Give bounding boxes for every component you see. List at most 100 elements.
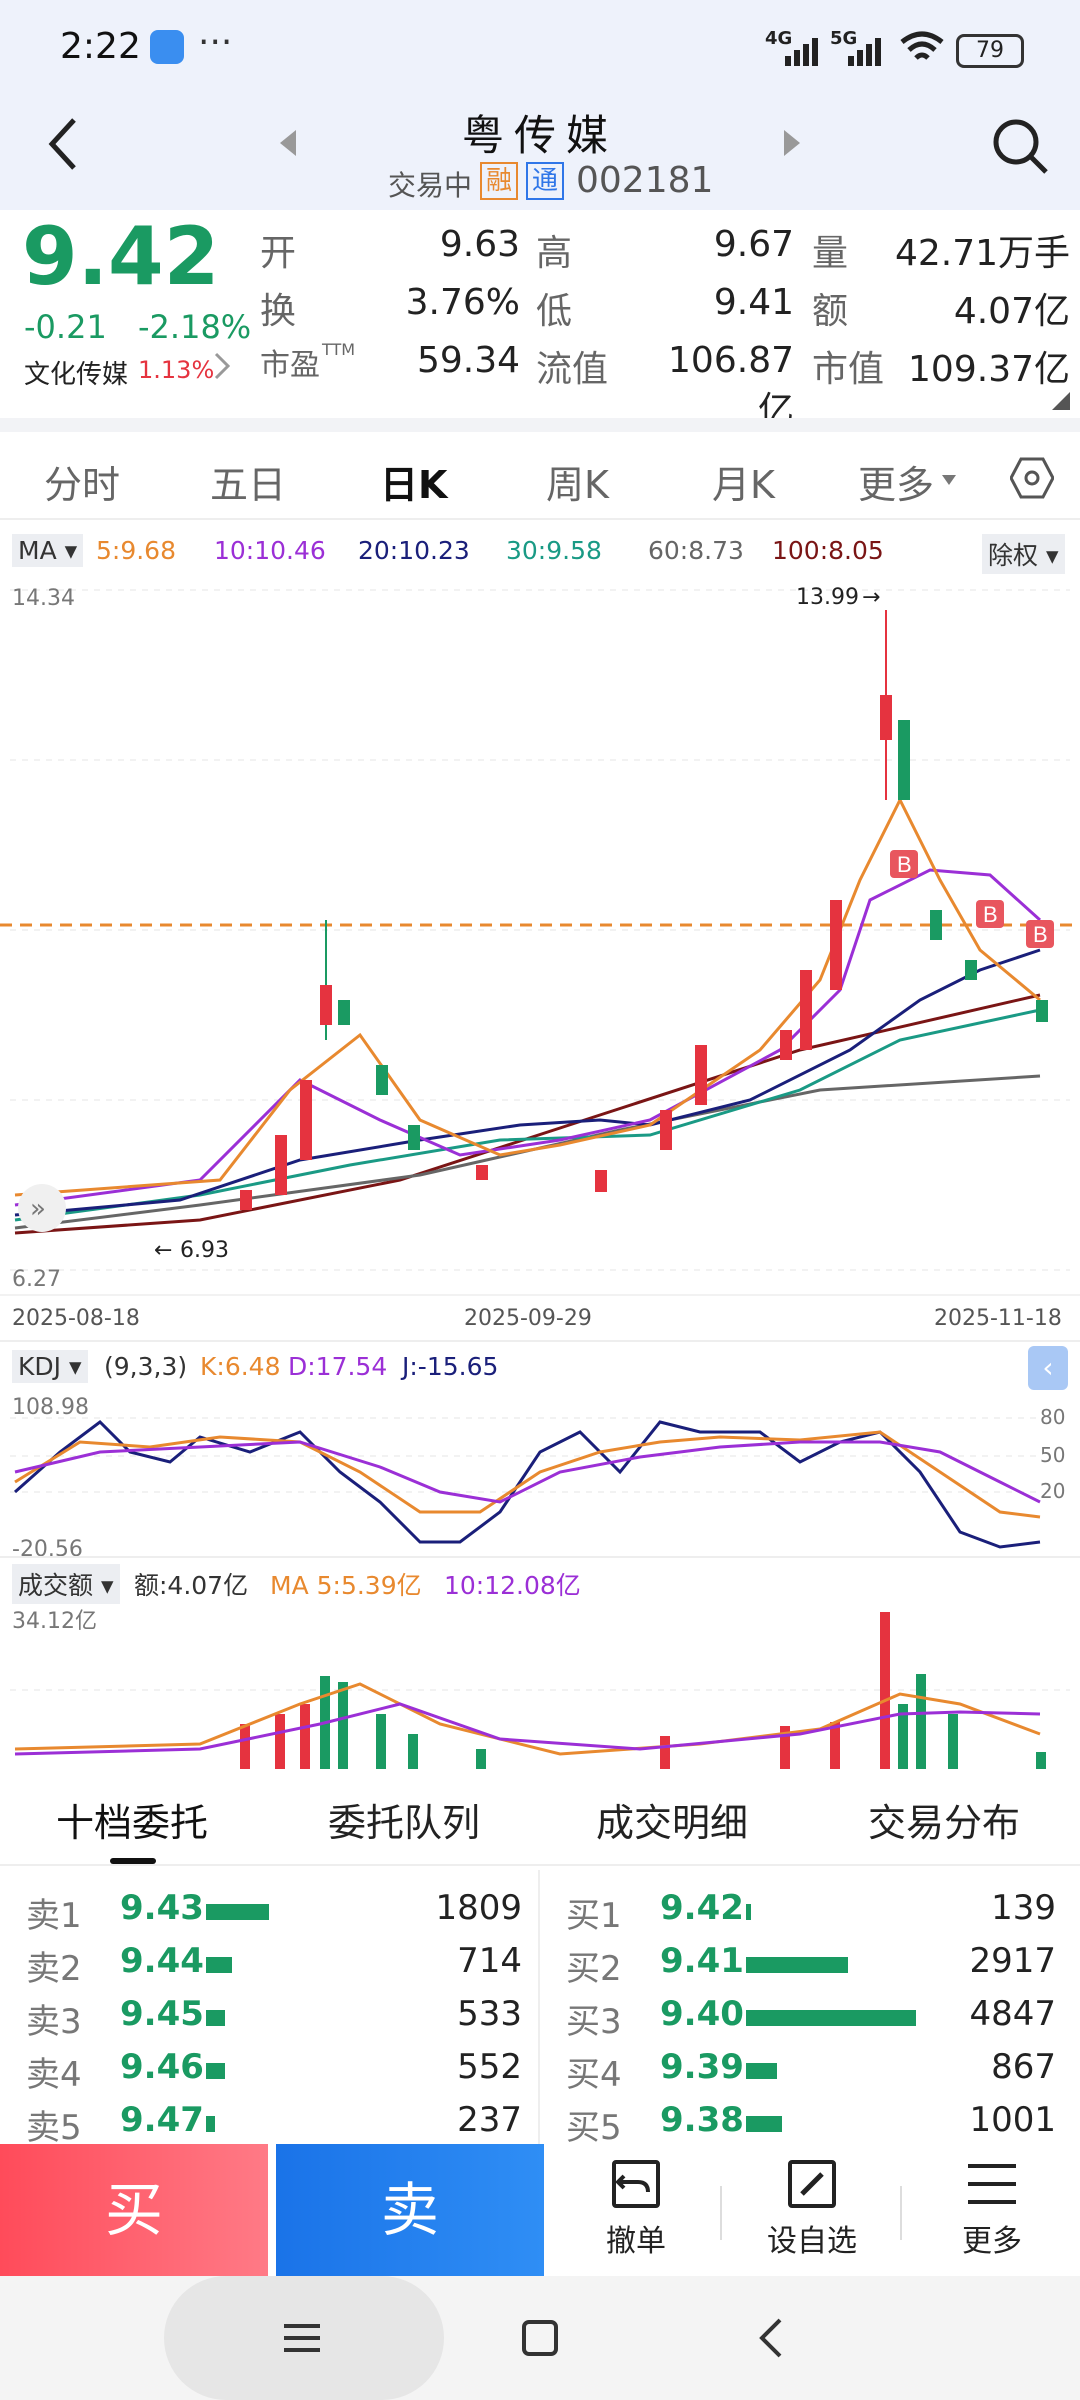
bid-row[interactable]: 买4 9.39 867 <box>566 2043 1056 2096</box>
amount-label: 额 <box>812 291 849 332</box>
ma-selector[interactable]: MA ▾ <box>12 534 84 567</box>
high-marker-label: 13.99 <box>796 585 859 610</box>
tab-more[interactable]: 更多 <box>858 463 935 507</box>
kdj-selector[interactable]: KDJ ▾ <box>12 1350 88 1383</box>
caret-down-icon[interactable] <box>942 470 956 489</box>
divider <box>900 2186 902 2240</box>
ma10-line <box>14 868 1042 1207</box>
open-value: 9.63 <box>439 224 520 265</box>
next-stock-icon[interactable] <box>782 128 802 162</box>
settings-hexagon-icon[interactable] <box>1009 456 1055 504</box>
search-icon[interactable] <box>992 118 1048 178</box>
ask-level-label: 卖3 <box>26 2002 82 2042</box>
ask-row[interactable]: 卖1 9.43 1809 <box>26 1884 522 1937</box>
chevron-right-icon[interactable] <box>214 352 231 384</box>
kline-chart[interactable]: B B B 14.34 6.27 13.99 → ← 6.93 » 2025-0… <box>0 580 1080 1340</box>
orderbook-tabs: 十档委托 委托队列 成交明细 交易分布 <box>0 1772 1080 1864</box>
nav-home-icon[interactable] <box>520 2318 560 2362</box>
ask-row[interactable]: 卖2 9.44 714 <box>26 1937 522 1990</box>
tab-daily-k[interactable]: 日K <box>380 463 448 507</box>
volume-indicator-label: 成交额 <box>18 1571 94 1600</box>
wifi-icon <box>900 30 944 70</box>
ask-price: 9.46 <box>120 2047 204 2087</box>
collapse-chevron-icon[interactable]: ‹ <box>1028 1346 1068 1390</box>
bid-volume: 2917 <box>969 1941 1056 1981</box>
ask-volume-bar <box>206 2063 225 2079</box>
signal-icon-2 <box>848 36 888 70</box>
kdj-j: J:-15.65 <box>402 1352 499 1381</box>
volume-label: 量 <box>812 233 849 274</box>
adjust-selector[interactable]: 除权 ▾ <box>982 534 1065 574</box>
kdj-k: K:6.48 <box>200 1352 281 1381</box>
ask-row[interactable]: 卖3 9.45 533 <box>26 1990 522 2043</box>
ask-level-label: 卖2 <box>26 1949 82 1989</box>
ask-price: 9.47 <box>120 2100 204 2140</box>
tab-monthly-k[interactable]: 月K <box>712 463 775 507</box>
margin-badge: 融 <box>480 162 518 200</box>
ask-volume-bar <box>206 1904 269 1920</box>
bid-price: 9.40 <box>660 1994 744 2034</box>
tab-trade-distribution[interactable]: 交易分布 <box>868 1801 1021 1845</box>
tab-five-day[interactable]: 五日 <box>210 463 287 507</box>
divider <box>0 1864 1080 1866</box>
network-label-1: 4G <box>765 28 793 49</box>
back-icon[interactable] <box>44 114 84 178</box>
ask-level-label: 卖4 <box>26 2055 82 2095</box>
buy-signal-markers: B B B <box>890 850 1054 948</box>
ask-volume-bar <box>206 2010 225 2026</box>
ma100-value: 100:8.05 <box>772 536 884 565</box>
tab-ten-level-orders[interactable]: 十档委托 <box>56 1801 209 1845</box>
tab-intraday[interactable]: 分时 <box>44 463 121 507</box>
divider <box>0 1340 1080 1342</box>
ask-level-label: 卖5 <box>26 2108 82 2148</box>
bid-row[interactable]: 买3 9.40 4847 <box>566 1990 1056 2043</box>
more-dots-icon: ··· <box>198 22 233 63</box>
kdj-level-20: 20 <box>1040 1479 1065 1503</box>
sector-name[interactable]: 文化传媒 <box>24 360 129 390</box>
bid-volume: 1001 <box>969 2100 1056 2140</box>
status-bar: 2:22 ··· 4G 5G 79 <box>0 0 1080 100</box>
ask-volume-bar <box>206 2116 215 2132</box>
price-change-pct: -2.18% <box>138 308 252 346</box>
ask-row[interactable]: 卖4 9.46 552 <box>26 2043 522 2096</box>
nav-back-icon[interactable] <box>756 2316 786 2364</box>
period-tabs: 分时 五日 日K 周K 月K 更多 <box>0 438 1080 518</box>
more-button[interactable]: 更多 <box>932 2156 1052 2268</box>
expand-left-button[interactable] <box>18 1184 66 1232</box>
kdj-level-50: 50 <box>1040 1443 1065 1467</box>
bid-row[interactable]: 买5 9.38 1001 <box>566 2096 1056 2149</box>
double-chevron-icon[interactable]: » <box>30 1194 46 1224</box>
connect-badge: 通 <box>526 162 564 200</box>
ask-price: 9.45 <box>120 1994 204 2034</box>
high-label: 高 <box>536 233 573 274</box>
cancel-order-button[interactable]: 撤单 <box>576 2156 696 2268</box>
ask-row[interactable]: 卖5 9.47 237 <box>26 2096 522 2149</box>
bid-level-label: 买3 <box>566 2002 622 2042</box>
sell-button[interactable]: 卖 <box>276 2144 544 2276</box>
prev-stock-icon[interactable] <box>278 128 298 162</box>
bid-level-label: 买2 <box>566 1949 622 1989</box>
high-value: 9.67 <box>713 224 794 265</box>
pe-value: 59.34 <box>416 340 520 381</box>
menu-icon <box>968 2164 1016 2204</box>
active-tab-indicator <box>110 1858 156 1864</box>
high-marker-arrow: → <box>862 585 880 610</box>
volume-selector[interactable]: 成交额 ▾ <box>12 1564 120 1604</box>
sector-pct[interactable]: 1.13% <box>138 356 215 384</box>
bid-side: 买1 9.42 139 买2 9.41 2917 买3 9.40 4847 买4 9.39 867 买5… <box>566 1884 1056 2148</box>
ma60-line <box>14 1074 1041 1230</box>
bid-row[interactable]: 买2 9.41 2917 <box>566 1937 1056 1990</box>
bid-volume-bar <box>746 2010 916 2026</box>
tab-order-queue[interactable]: 委托队列 <box>328 1801 481 1845</box>
tab-trade-details[interactable]: 成交明细 <box>596 1801 749 1845</box>
stock-code: 002181 <box>576 160 714 201</box>
bid-row[interactable]: 买1 9.42 139 <box>566 1884 1056 1937</box>
buy-button[interactable]: 买 <box>0 2144 268 2276</box>
kdj-top-label: 108.98 <box>12 1395 89 1420</box>
nav-menu-icon[interactable] <box>282 2318 322 2362</box>
expand-corner-icon[interactable] <box>1052 392 1070 414</box>
tab-weekly-k[interactable]: 周K <box>546 463 609 507</box>
ask-level-label: 卖1 <box>26 1896 82 1936</box>
add-watchlist-button[interactable]: 设自选 <box>752 2156 872 2268</box>
volume-legend: 成交额 ▾ 额:4.07亿 MA 5:5.39亿 10:12.08亿 <box>12 1564 1072 1604</box>
